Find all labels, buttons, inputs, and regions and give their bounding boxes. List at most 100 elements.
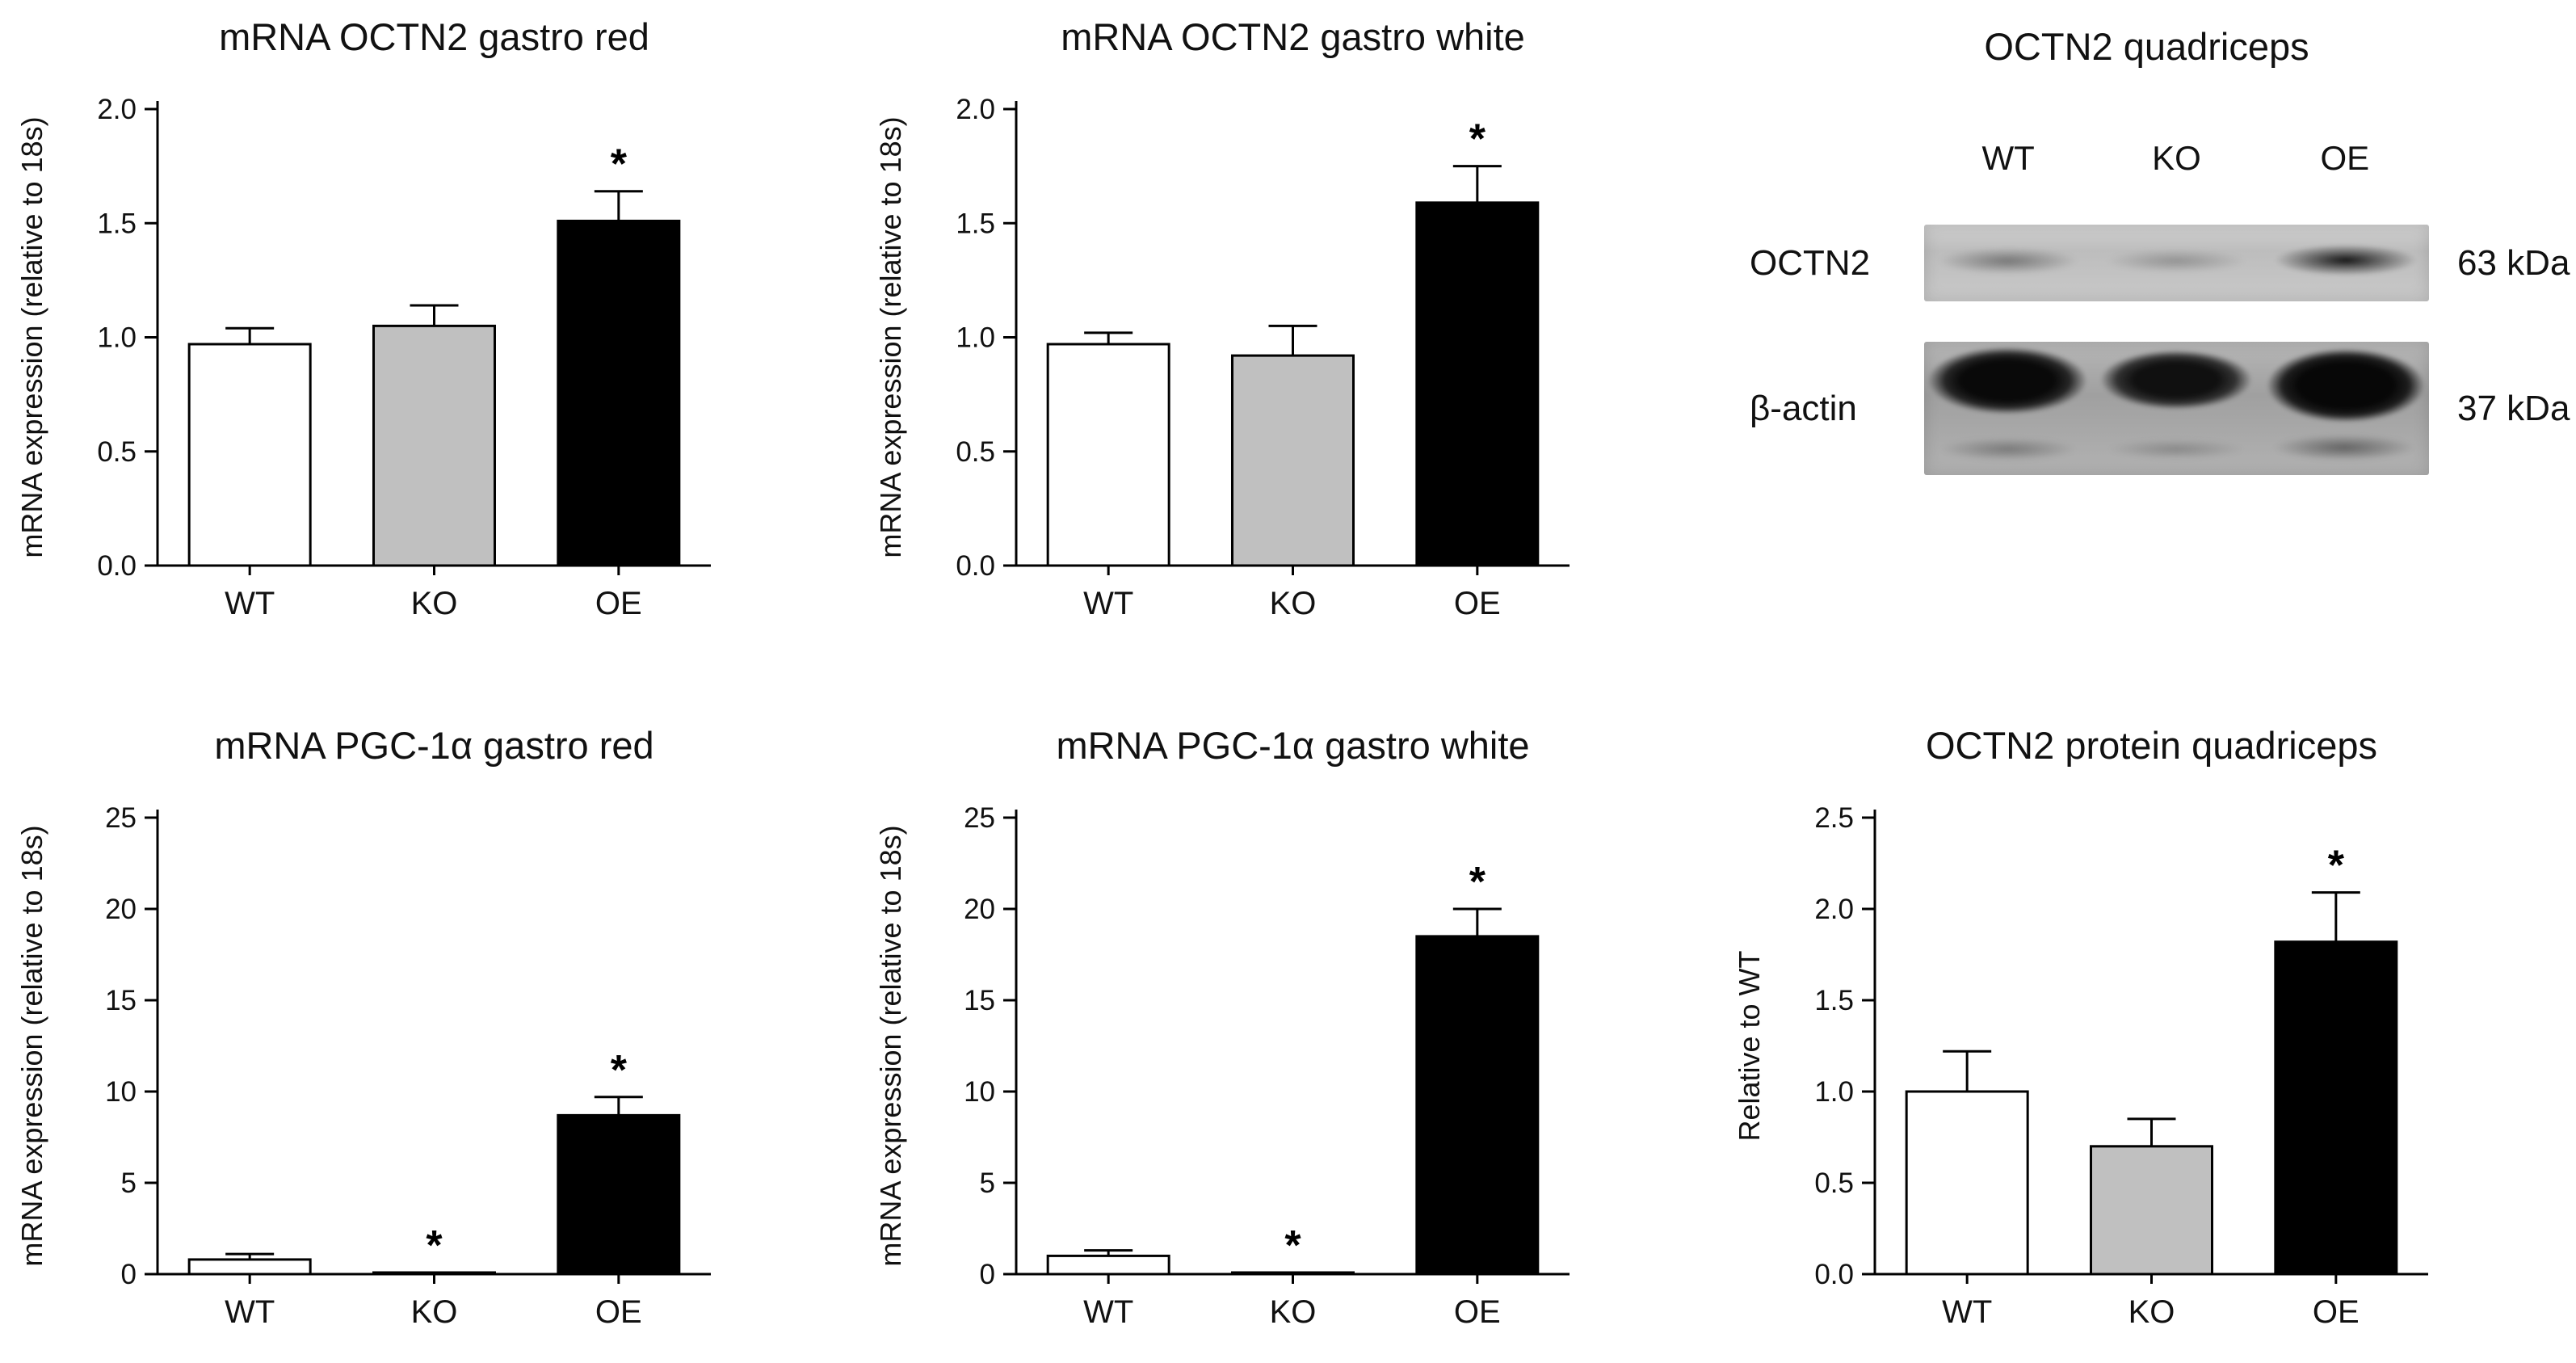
- blot-row-label-octn2: OCTN2: [1750, 243, 1871, 283]
- chart-title: OCTN2 protein quadriceps: [1926, 724, 2377, 767]
- y-tick-label: 1.5: [956, 208, 995, 239]
- significance-marker: *: [611, 141, 628, 188]
- y-tick-label: 0.5: [956, 436, 995, 468]
- chart-mrna-octn2-gastro-red: mRNA OCTN2 gastro red mRNA expression (re…: [15, 15, 711, 621]
- y-axis-title: Relative to WT: [1733, 950, 1766, 1141]
- bar-wt: [1905, 1090, 2029, 1276]
- panel-mrna-octn2-gastro-white: mRNA OCTN2 gastro white mRNA expression (…: [859, 0, 1717, 668]
- x-category-label: WT: [225, 586, 275, 621]
- x-category-label: OE: [595, 586, 642, 621]
- bar-ko: [372, 1271, 496, 1276]
- y-tick-label: 0: [121, 1259, 137, 1290]
- bar-wt: [187, 343, 312, 567]
- x-category-label: WT: [225, 1294, 275, 1330]
- x-category-label: KO: [1270, 1294, 1317, 1330]
- blot-band-octn2-oe: [2272, 244, 2419, 276]
- bar-ko: [372, 324, 496, 567]
- blot-weight-63kda: 63 kDa: [2457, 243, 2570, 283]
- panel-mrna-pgc1a-gastro-white: mRNA PGC-1α gastro white mRNA expression …: [859, 668, 1717, 1336]
- significance-marker: *: [2328, 843, 2345, 890]
- significance-marker: *: [1284, 1222, 1301, 1269]
- panel-mrna-octn2-gastro-red: mRNA OCTN2 gastro red mRNA expression (re…: [0, 0, 859, 668]
- chart-octn2-protein-quadriceps: OCTN2 protein quadriceps Relative to WT 0.…: [1733, 724, 2428, 1330]
- y-tick-label: 25: [964, 802, 995, 834]
- bar-wt: [1046, 1254, 1170, 1276]
- y-tick-label: 25: [105, 802, 137, 834]
- chart-title: mRNA PGC-1α gastro red: [214, 724, 653, 767]
- chart-title: mRNA PGC-1α gastro white: [1056, 724, 1529, 767]
- blot-smear-actin-ko: [2105, 439, 2247, 460]
- bar-oe: [2274, 940, 2398, 1276]
- x-category-label: OE: [1454, 1294, 1501, 1330]
- blot-strip-octn2: [1924, 225, 2429, 301]
- bar-oe: [557, 219, 681, 567]
- x-category-label: KO: [1270, 586, 1317, 621]
- blot-smear-actin-oe: [2270, 434, 2418, 461]
- y-tick-label: 2.0: [956, 94, 995, 125]
- y-tick-label: 1.5: [1814, 985, 1854, 1016]
- x-category-label: OE: [595, 1294, 642, 1330]
- y-axis-title: mRNA expression (relative to 18s): [15, 825, 48, 1266]
- y-tick-label: 2.5: [1814, 802, 1854, 834]
- x-category-label: WT: [1083, 1294, 1133, 1330]
- panel-octn2-protein-quadriceps: OCTN2 protein quadriceps Relative to WT 0.…: [1717, 668, 2576, 1336]
- y-tick-label: 1.0: [956, 322, 995, 354]
- bar-ko: [1231, 1271, 1355, 1276]
- significance-marker: *: [611, 1047, 628, 1094]
- lane-label-ko: KO: [2152, 139, 2201, 177]
- x-category-label: KO: [411, 1294, 458, 1330]
- y-tick-label: 20: [964, 894, 995, 925]
- y-tick-label: 0.0: [956, 550, 995, 582]
- x-category-label: WT: [1083, 586, 1133, 621]
- y-tick-label: 5: [121, 1167, 137, 1199]
- y-axis-title: mRNA expression (relative to 18s): [874, 825, 907, 1266]
- y-tick-label: 15: [964, 985, 995, 1016]
- x-category-label: WT: [1942, 1294, 1992, 1330]
- x-category-label: KO: [2128, 1294, 2175, 1330]
- y-tick-label: 1.5: [97, 208, 137, 239]
- bar-oe: [1415, 935, 1540, 1276]
- y-tick-label: 2.0: [1814, 894, 1854, 925]
- blot-band-actin-ko: [2100, 350, 2252, 410]
- y-axis-title: mRNA expression (relative to 18s): [15, 116, 48, 557]
- y-tick-label: 20: [105, 894, 137, 925]
- bar-oe: [1415, 201, 1540, 567]
- y-tick-label: 2.0: [97, 94, 137, 125]
- lane-label-wt: WT: [1981, 139, 2035, 177]
- blot-band-octn2-ko: [2103, 249, 2249, 273]
- bar-ko: [2090, 1145, 2213, 1276]
- blot-band-actin-oe: [2267, 348, 2425, 423]
- blot-smear-actin-wt: [1937, 437, 2079, 461]
- blot-strip-beta-actin: [1924, 342, 2429, 475]
- chart-title: mRNA OCTN2 gastro white: [1061, 15, 1525, 58]
- x-category-label: OE: [1454, 586, 1501, 621]
- blot-weight-37kda: 37 kDa: [2457, 389, 2570, 428]
- x-category-label: OE: [2313, 1294, 2360, 1330]
- y-tick-label: 1.0: [1814, 1076, 1854, 1108]
- panel-octn2-quadriceps-blot: OCTN2 quadriceps WT KO OE OCTN2 63 kDa β…: [1717, 0, 2576, 668]
- blot-title: OCTN2 quadriceps: [1984, 25, 2309, 68]
- y-tick-label: 0.0: [97, 550, 137, 582]
- y-tick-label: 5: [980, 1167, 995, 1199]
- y-tick-label: 0.0: [1814, 1259, 1854, 1290]
- chart-mrna-pgc1a-gastro-red: mRNA PGC-1α gastro red mRNA expression (r…: [15, 724, 711, 1330]
- panel-mrna-pgc1a-gastro-red: mRNA PGC-1α gastro red mRNA expression (r…: [0, 668, 859, 1336]
- chart-mrna-pgc1a-gastro-white: mRNA PGC-1α gastro white mRNA expression …: [874, 724, 1570, 1330]
- blot-band-octn2-wt: [1935, 247, 2081, 275]
- y-axis-title: mRNA expression (relative to 18s): [874, 116, 907, 557]
- blot-band-actin-wt: [1927, 347, 2087, 414]
- significance-marker: *: [1469, 116, 1486, 163]
- y-tick-label: 0: [980, 1259, 995, 1290]
- chart-mrna-octn2-gastro-white: mRNA OCTN2 gastro white mRNA expression (…: [874, 15, 1570, 621]
- lane-label-oe: OE: [2320, 139, 2370, 177]
- x-category-label: KO: [411, 586, 458, 621]
- blot-lane-labels: WT KO OE: [1924, 139, 2429, 178]
- significance-marker: *: [426, 1222, 443, 1269]
- bar-ko: [1231, 354, 1355, 567]
- y-tick-label: 15: [105, 985, 137, 1016]
- y-tick-label: 10: [105, 1076, 137, 1108]
- y-tick-label: 10: [964, 1076, 995, 1108]
- blot-row-label-beta-actin: β-actin: [1750, 389, 1857, 428]
- bar-wt: [187, 1258, 312, 1276]
